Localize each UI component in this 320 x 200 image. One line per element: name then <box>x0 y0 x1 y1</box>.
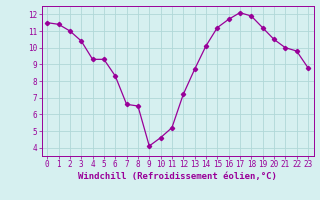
X-axis label: Windchill (Refroidissement éolien,°C): Windchill (Refroidissement éolien,°C) <box>78 172 277 181</box>
